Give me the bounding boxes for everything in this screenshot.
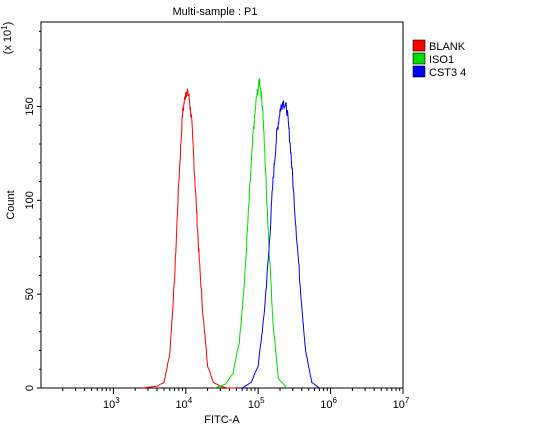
- x-tick-exponent: 7: [405, 396, 410, 405]
- x-tick-label: 104: [175, 396, 192, 411]
- x-tick-exponent: 6: [332, 396, 337, 405]
- y-tick-label: 100: [24, 191, 36, 209]
- series-line-cst3-4: [241, 100, 320, 389]
- series-group: [142, 78, 320, 389]
- legend-swatch: [412, 52, 426, 65]
- y-multiplier-label: (x 101): [0, 22, 14, 55]
- x-tick-label: 106: [320, 396, 337, 411]
- x-axis-label: FITC-A: [204, 414, 240, 426]
- x-tick-base: 10: [393, 399, 405, 411]
- plot-frame: [40, 21, 404, 389]
- y-multiplier-base: (x 10: [2, 30, 14, 54]
- y-multiplier-close: ): [2, 22, 14, 26]
- y-tick-label: 0: [24, 385, 36, 391]
- legend-label: BLANK: [429, 41, 466, 53]
- x-axis-ticks: 103 104 105 106 107: [62, 388, 410, 411]
- series-line-blank: [142, 88, 237, 389]
- y-tick-label: 50: [24, 288, 36, 300]
- legend-swatch: [412, 39, 426, 52]
- chart-title: Multi-sample : P1: [173, 6, 258, 18]
- y-axis-ticks: 0 50 100 150: [24, 30, 41, 391]
- x-tick-base: 10: [248, 399, 260, 411]
- y-axis-label: Count: [5, 190, 17, 219]
- series-line-iso1: [214, 78, 288, 389]
- x-tick-exponent: 3: [115, 396, 120, 405]
- x-tick-label: 107: [393, 396, 410, 411]
- x-tick-base: 10: [175, 399, 187, 411]
- legend-label: CST3 4: [429, 67, 466, 79]
- y-tick-label: 150: [24, 97, 36, 115]
- legend-label: ISO1: [429, 54, 454, 66]
- x-tick-label: 105: [248, 396, 265, 411]
- x-tick-base: 10: [320, 399, 332, 411]
- y-multiplier-exp: 1: [0, 25, 9, 30]
- x-tick-label: 103: [103, 396, 120, 411]
- legend-swatch: [412, 65, 426, 78]
- x-tick-base: 10: [103, 399, 115, 411]
- x-tick-exponent: 5: [260, 396, 265, 405]
- x-tick-exponent: 4: [188, 396, 193, 405]
